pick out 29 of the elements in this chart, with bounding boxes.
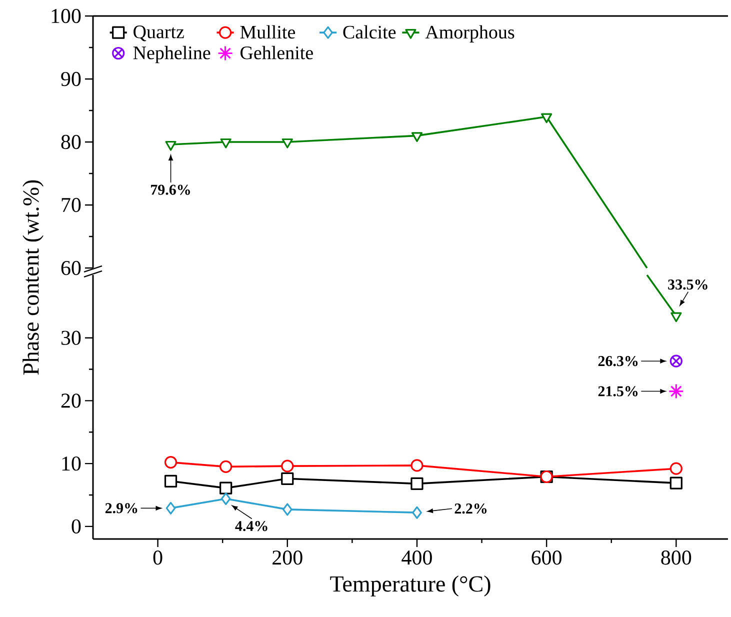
x-tick-label: 600 xyxy=(532,550,562,565)
y-tick-label: 20 xyxy=(61,394,81,408)
annotation: 2.9% xyxy=(105,503,138,514)
annotation: 2.2% xyxy=(454,503,487,514)
y-tick-label: 70 xyxy=(62,198,81,212)
annotation: 21.5% xyxy=(598,386,638,396)
y-tick-label: 60 xyxy=(61,260,81,276)
annotation: 26.3% xyxy=(598,356,638,366)
annotation: 79.6% xyxy=(150,184,190,195)
x-tick-label: 0 xyxy=(153,550,162,565)
y-tick-label: 30 xyxy=(61,330,81,345)
legend-label: Gehlenite xyxy=(240,46,313,60)
y-tick-label: 10 xyxy=(62,456,81,471)
legend-label: Calcite xyxy=(343,25,396,39)
annotation: 4.4% xyxy=(235,520,268,532)
x-axis-title: Temperature (°C) xyxy=(330,576,490,596)
x-tick-label: 200 xyxy=(272,550,302,565)
x-tick-label: 800 xyxy=(661,550,692,565)
legend-label: Quartz xyxy=(134,26,184,42)
y-axis-title: Phase content (wt.%) xyxy=(22,180,44,375)
annotation: 33.5% xyxy=(668,279,708,290)
y-tick-label: 90 xyxy=(61,72,81,86)
y-tick-label: 80 xyxy=(61,134,81,150)
legend-label: Nepheline xyxy=(133,46,210,64)
legend-label: Mullite xyxy=(240,25,296,39)
y-tick-label: 100 xyxy=(52,8,81,24)
y-tick-label: 0 xyxy=(72,519,81,534)
legend-label: Amorphous xyxy=(425,25,514,42)
x-tick-label: 400 xyxy=(402,550,432,565)
